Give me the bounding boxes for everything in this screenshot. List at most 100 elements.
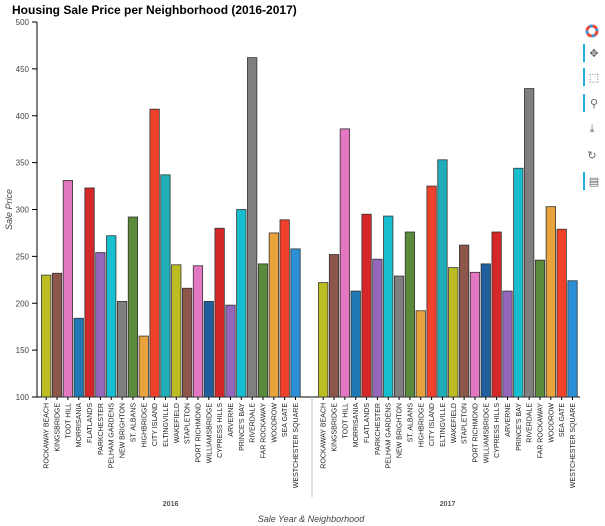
y-tick-label: 100 <box>16 393 30 402</box>
bar[interactable] <box>415 310 426 398</box>
bar[interactable] <box>372 258 383 398</box>
x-tick-label: WOODROW <box>548 403 555 443</box>
x-tick-label: ROCKAWAY BEACH <box>44 403 51 469</box>
bar[interactable] <box>279 219 290 398</box>
bar[interactable] <box>491 231 502 398</box>
bar[interactable] <box>437 159 448 398</box>
x-tick-label: NEW BRIGHTON <box>120 403 127 458</box>
x-tick-label: FLATLANDS <box>364 403 371 443</box>
bar[interactable] <box>502 290 513 398</box>
y-tick-label: 500 <box>16 18 30 27</box>
x-tick-label: CITY ISLAND <box>429 403 436 446</box>
x-tick-label: WILLIAMSBRIDGE <box>483 403 490 464</box>
bar[interactable] <box>225 304 236 398</box>
bar[interactable] <box>361 213 372 398</box>
bar[interactable] <box>290 248 301 398</box>
bar[interactable] <box>524 88 535 398</box>
x-tick-label: WOODROW <box>271 403 278 443</box>
x-tick-label: ST. ALBANS <box>130 403 137 443</box>
x-tick-label: FLATLANDS <box>87 403 94 443</box>
y-tick-label: 450 <box>16 65 30 74</box>
bar[interactable] <box>328 254 340 398</box>
bar[interactable] <box>182 287 193 398</box>
bar[interactable] <box>393 275 405 398</box>
bar[interactable] <box>339 128 350 398</box>
reset-icon[interactable]: ↻ <box>587 148 597 162</box>
bar[interactable] <box>203 300 214 398</box>
bar[interactable] <box>95 252 106 398</box>
bar[interactable] <box>469 271 481 398</box>
bar[interactable] <box>257 263 269 398</box>
wheel-zoom-icon[interactable]: ⚲ <box>583 94 603 112</box>
save-icon[interactable]: ⤓ <box>589 122 595 135</box>
bar[interactable] <box>149 108 160 398</box>
bar[interactable] <box>41 274 52 398</box>
x-tick-label: TODT HILL <box>65 403 72 439</box>
x-tick-label: SEA GATE <box>559 403 566 437</box>
x-tick-label: HIGHBRIDGE <box>141 403 148 448</box>
x-tick-label: RIVERDALE <box>250 403 257 443</box>
bar[interactable] <box>214 227 225 398</box>
bar[interactable] <box>383 215 394 398</box>
x-tick-label: FAR ROCKAWAY <box>538 403 545 459</box>
bar[interactable] <box>534 259 546 398</box>
x-tick-label: HIGHBRIDGE <box>418 403 425 448</box>
bar[interactable] <box>545 206 556 398</box>
x-tick-label: FAR ROCKAWAY <box>261 403 268 459</box>
bar[interactable] <box>160 174 171 398</box>
x-tick-label: PARKCHESTER <box>375 403 382 455</box>
bar[interactable] <box>480 263 491 398</box>
x-tick-label: ELTINGVILLE <box>163 403 170 447</box>
x-tick-label: ARVERNE <box>228 403 235 437</box>
bar[interactable] <box>426 185 437 398</box>
y-tick-label: 400 <box>16 112 30 121</box>
y-tick-label: 300 <box>16 206 30 215</box>
bar[interactable] <box>404 231 416 398</box>
x-tick-label: PELHAM GARDENS <box>386 403 393 469</box>
bar[interactable] <box>116 300 128 398</box>
chart-title: Housing Sale Price per Neighborhood (201… <box>12 3 297 17</box>
bar[interactable] <box>84 187 95 398</box>
x-tick-label: STAPLETON <box>185 403 192 444</box>
y-tick-label: 200 <box>16 299 30 308</box>
bar[interactable] <box>127 216 139 398</box>
x-tick-label: PORT RICHMOND <box>195 403 202 463</box>
y-tick-label: 150 <box>16 346 30 355</box>
y-tick-label: 250 <box>16 252 30 261</box>
bar[interactable] <box>171 264 182 398</box>
bar[interactable] <box>247 57 258 398</box>
bar[interactable] <box>106 235 117 398</box>
bar[interactable] <box>62 180 73 398</box>
x-tick-label: TODT HILL <box>342 403 349 439</box>
bar[interactable] <box>192 265 204 398</box>
bar[interactable] <box>318 282 329 398</box>
bar[interactable] <box>350 290 361 398</box>
x-tick-label: PRINCE'S BAY <box>516 403 523 451</box>
bar[interactable] <box>51 272 63 398</box>
x-tick-label: WAKEFIELD <box>451 403 458 443</box>
x-tick-label: PORT RICHMOND <box>472 403 479 463</box>
bar[interactable] <box>556 228 567 398</box>
bar[interactable] <box>459 244 470 398</box>
pan-icon[interactable]: ✥ <box>583 44 603 62</box>
x-tick-label: CITY ISLAND <box>152 403 159 446</box>
bar[interactable] <box>448 267 459 398</box>
chart-toolbar: ✥ ⬚ ⚲ ⤓ ↻ ▤ <box>581 20 605 200</box>
logo-icon[interactable] <box>583 22 601 40</box>
bar[interactable] <box>73 317 84 398</box>
x-tick-label: STAPLETON <box>462 403 469 444</box>
x-tick-label: CYPRESS HILLS <box>217 403 224 458</box>
x-tick-label: MORRISANIA <box>353 403 360 448</box>
x-tick-label: ROCKAWAY BEACH <box>321 403 328 469</box>
bar[interactable] <box>236 209 247 398</box>
box-zoom-icon[interactable]: ⬚ <box>583 68 603 86</box>
bar[interactable] <box>567 280 578 398</box>
bar[interactable] <box>138 335 149 398</box>
group-label: 2017 <box>440 501 456 508</box>
hover-icon[interactable]: ▤ <box>583 172 603 190</box>
bar[interactable] <box>513 167 524 398</box>
x-tick-label: KINGSBRIDGE <box>55 403 62 452</box>
bar[interactable] <box>268 232 279 398</box>
y-axis-label: Sale Price <box>4 189 14 230</box>
x-tick-label: KINGSBRIDGE <box>332 403 339 452</box>
